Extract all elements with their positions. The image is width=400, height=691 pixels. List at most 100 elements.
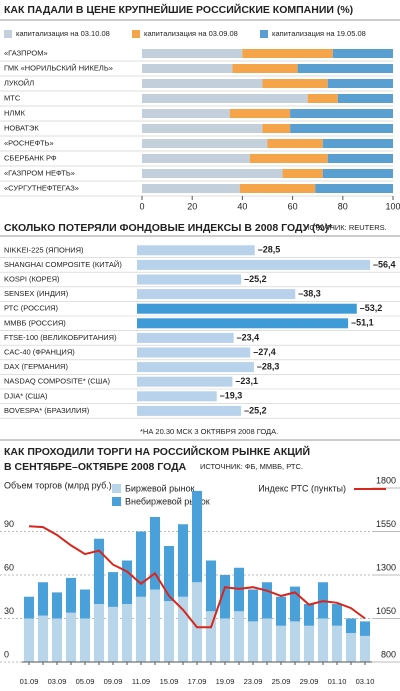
bar-segment [331, 604, 343, 626]
value-label: –23,1 [235, 376, 258, 386]
bar-segment [315, 184, 393, 193]
bar-segment [239, 184, 316, 193]
bar [137, 376, 233, 387]
bar [137, 347, 251, 358]
bar-segment [290, 124, 393, 133]
x-tick-label: 100 [385, 201, 400, 211]
bar-segment [359, 621, 371, 636]
bar-segment [345, 618, 357, 633]
bar-segment [149, 517, 161, 590]
category-label: ЛУКОЙЛ [4, 78, 34, 87]
bar-segment [121, 560, 133, 604]
x-tick-label: 03.10 [356, 677, 375, 686]
source: ИСТОЧНИК: ФБ, ММВБ, РТС. [200, 462, 303, 471]
category-label: НЛМК [4, 108, 26, 117]
bar-segment [327, 79, 393, 88]
bar-segment [37, 615, 49, 662]
category-label: CAC-40 (ФРАНЦИЯ) [4, 347, 75, 356]
bar-segment [327, 154, 393, 163]
category-label: ГМК «НОРИЛЬСКИЙ НИКЕЛЬ» [4, 63, 113, 72]
bar-segment [142, 139, 268, 148]
bar-segment [23, 596, 35, 619]
bar-segment [23, 618, 35, 662]
y2-tick-label: 1050 [376, 606, 396, 616]
value-label: –23,4 [237, 332, 260, 342]
category-label: DJIA* (США) [4, 391, 48, 400]
y-tick-label: 30 [4, 606, 14, 616]
footnote: *НА 20.30 МСК 3 ОКТЯБРЯ 2008 ГОДА. [140, 427, 278, 436]
bar-segment [229, 109, 291, 118]
bar-segment [163, 546, 175, 602]
legend-swatch [112, 484, 121, 493]
legend-swatch [132, 30, 140, 38]
chart-title: В СЕНТЯБРЕ–ОКТЯБРЕ 2008 ГОДА [4, 461, 187, 473]
x-tick-label: 01.10 [328, 677, 347, 686]
bar-segment [142, 79, 263, 88]
bar-segment [149, 589, 161, 662]
bar-segment [267, 139, 323, 148]
category-label: NASDAQ COMPOSITE* (США) [4, 377, 111, 386]
legend-label: Биржевой рынок [125, 483, 195, 493]
source: ИСТОЧНИК: REUTERS. [304, 223, 387, 232]
bar [137, 245, 255, 256]
legend-label: капитализация на 19.05.08 [272, 29, 366, 38]
bar-segment [233, 611, 245, 662]
bar-segment [331, 625, 343, 662]
category-label: «ГАЗПРОМ НЕФТЬ» [4, 168, 75, 177]
bar-segment [262, 124, 291, 133]
bar [137, 289, 296, 300]
chart-title: КАК ПАДАЛИ В ЦЕНЕ КРУПНЕЙШИЕ РОССИЙСКИЕ … [4, 3, 353, 16]
y-tick-label: 90 [4, 519, 14, 529]
bar-segment [307, 94, 338, 103]
category-label: SENSEX (ИНДИЯ) [4, 289, 69, 298]
bar-segment [107, 606, 119, 662]
bar [137, 259, 370, 270]
x-tick-label: 25.09 [272, 677, 291, 686]
bar-segment [290, 109, 393, 118]
bar-segment [289, 621, 301, 662]
bar-segment [205, 611, 217, 662]
category-label: BOVESPA* (БРАЗИЛИЯ) [4, 406, 90, 415]
legend-swatch [4, 30, 12, 38]
value-label: –28,5 [258, 245, 281, 255]
bar-segment [337, 94, 393, 103]
bar-segment [191, 490, 203, 583]
bar-segment [163, 601, 175, 662]
bar-segment [65, 577, 77, 613]
y2-tick-label: 800 [381, 649, 396, 659]
bar-segment [142, 184, 240, 193]
y2-tick-label: 1300 [376, 562, 396, 572]
category-label: KOSPI (КОРЕЯ) [4, 274, 60, 283]
bar-segment [51, 592, 63, 619]
x-tick-label: 29.09 [300, 677, 319, 686]
y-tick-label: 60 [4, 562, 14, 572]
bar-segment [107, 572, 119, 607]
bar-segment [261, 618, 273, 662]
bar-segment [142, 94, 308, 103]
line-series [28, 525, 366, 629]
bar-segment [322, 139, 393, 148]
category-label: НОВАТЭК [4, 123, 39, 132]
bar-segment [142, 109, 230, 118]
bar-segment [345, 633, 357, 662]
bar-segment [142, 49, 243, 58]
bar-segment [37, 582, 49, 616]
bar-segment [79, 589, 91, 619]
category-label: «СУРГУТНЕФТЕГАЗ» [4, 183, 79, 192]
y2-tick-label: 1550 [376, 519, 396, 529]
category-label: ММВБ (РОССИЯ) [4, 318, 66, 327]
value-label: –19,3 [220, 391, 243, 401]
x-tick-label: 19.09 [216, 677, 235, 686]
x-tick-label: 03.09 [48, 677, 67, 686]
x-tick-label: 40 [237, 201, 247, 211]
bar-segment [121, 604, 133, 662]
bar [137, 274, 242, 285]
value-label: –28,3 [257, 361, 280, 371]
x-tick-label: 01.09 [20, 677, 39, 686]
bar-segment [191, 582, 203, 662]
x-tick-label: 23.09 [244, 677, 263, 686]
bar-segment [142, 64, 233, 73]
bar [137, 362, 254, 373]
category-label: «РОСНЕФТЬ» [4, 138, 54, 147]
